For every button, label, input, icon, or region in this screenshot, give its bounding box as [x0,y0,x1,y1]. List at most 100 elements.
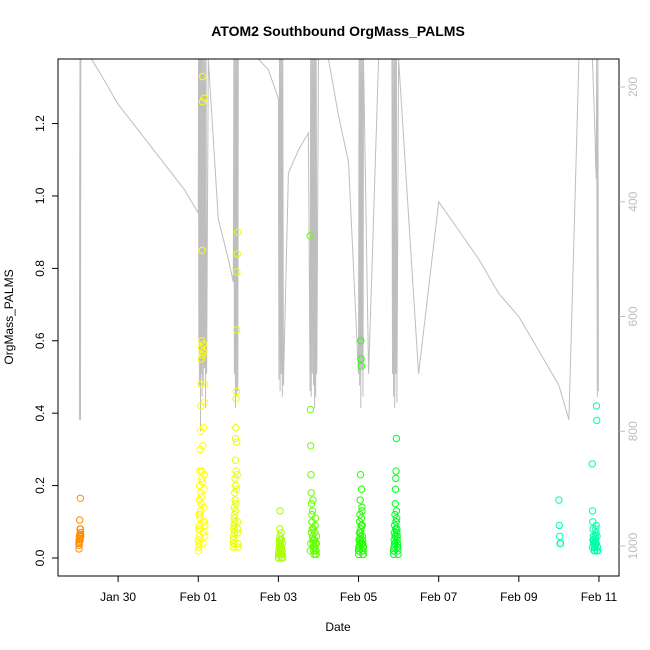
data-point [232,481,240,490]
data-point [199,347,207,356]
data-point [277,529,285,537]
data-point [195,521,203,530]
data-point [200,518,208,526]
data-point [392,525,400,533]
right-axis-tick-label: 1000 [626,532,640,559]
data-point [276,536,285,544]
x-tick-label: Feb 09 [500,590,538,604]
data-point [359,550,367,559]
y-tick-label: 0.4 [33,405,47,422]
data-point [556,532,564,540]
y-tick-label: 0.2 [33,477,47,494]
data-point [196,525,204,533]
data-point [357,521,365,530]
altitude-line [78,58,599,432]
data-point [196,510,204,519]
data-point [592,539,600,548]
data-point [358,539,366,548]
data-point [592,529,600,537]
data-point [194,547,203,555]
data-point [231,456,240,464]
data-point [197,380,205,388]
data-point [195,532,204,540]
data-point [231,518,239,526]
data-point [198,474,206,483]
y-tick-label: 0.0 [33,549,47,566]
data-point [233,529,242,537]
data-point [229,543,238,551]
data-point [199,539,207,548]
data-point [392,507,401,515]
data-point [358,532,367,540]
data-point [592,525,600,533]
data-point [230,539,238,548]
data-point [394,550,402,559]
data-point [356,529,365,537]
x-axis: Jan 30 Feb 01 Feb 03 Feb 05 Feb 07 Feb 09 Feb … [100,575,618,604]
data-point [76,532,85,540]
data-point [194,536,203,544]
data-point [356,496,364,504]
data-point [198,337,206,345]
data-point [197,492,206,501]
data-point [359,543,367,551]
data-point [201,521,209,530]
data-point [591,536,600,544]
data-point [233,250,241,258]
y-tick-label: 0.6 [33,332,47,349]
data-point [306,232,314,240]
data-point [232,500,240,508]
data-point [312,539,321,548]
data-point [311,529,319,537]
data-point [308,532,317,540]
data-point [232,485,241,493]
data-point [306,405,315,414]
data-point [593,543,602,551]
data-point [276,525,284,533]
data-point [312,532,321,540]
data-point [311,543,319,551]
data-point [307,442,315,450]
data-point [195,496,204,504]
data-point [198,478,207,486]
data-point [231,474,239,483]
data-point [76,516,84,524]
data-point [391,500,399,508]
data-point [197,500,205,508]
data-point [357,485,366,493]
right-axis-tick-label: 400 [626,191,640,211]
data-point [233,525,242,533]
right-axis-tick-label: 600 [626,306,640,326]
right-axis-tick-label: 800 [626,421,640,441]
data-point [233,268,241,276]
data-point [233,326,241,334]
data-point [198,98,207,106]
data-point [393,514,401,522]
data-point [275,550,284,559]
data-point [311,547,319,555]
y-axis: 0.0 0.2 0.4 0.6 0.8 1.0 1.2 [33,115,58,566]
data-point [591,543,599,551]
x-tick-label: Feb 11 [581,590,618,604]
data-point [308,518,316,526]
data-point [195,543,203,551]
data-point [278,550,286,559]
data-point [592,521,600,530]
data-point [356,471,365,479]
x-tick-label: Feb 03 [260,590,298,604]
data-point [591,532,599,540]
data-point [358,507,366,515]
data-point [198,246,206,255]
data-point [392,518,400,526]
right-axis: 200 400 600 800 1000 [619,77,640,559]
data-point [276,507,284,515]
data-point [309,525,318,533]
data-point [231,507,240,515]
data-point [232,467,240,475]
data-point [588,460,596,468]
data-point [75,541,83,549]
data-point [390,550,398,559]
data-point [76,536,84,544]
data-point [593,416,601,425]
data-point [276,543,284,551]
